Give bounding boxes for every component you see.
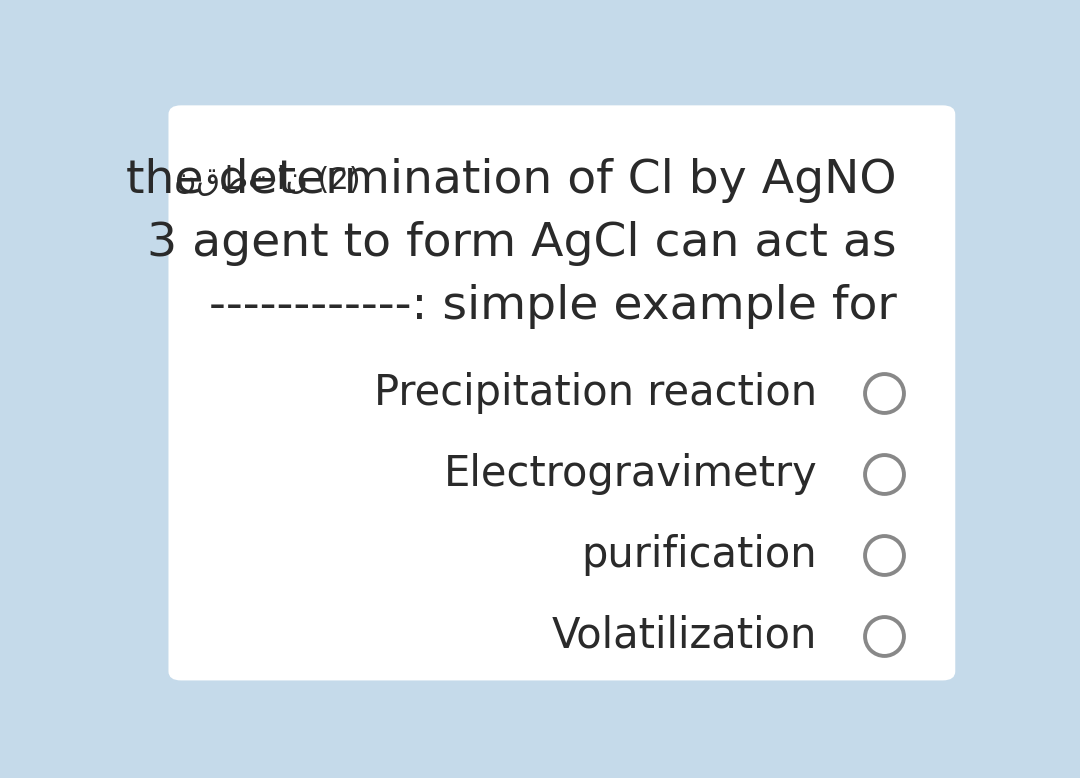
Text: Volatilization: Volatilization	[552, 615, 818, 657]
FancyBboxPatch shape	[168, 105, 956, 681]
Text: ------------: simple example for: ------------: simple example for	[208, 283, 896, 328]
Text: purification: purification	[581, 534, 818, 576]
Text: نقطتان (2): نقطتان (2)	[174, 165, 361, 196]
Text: the determination of Cl by AgNO: the determination of Cl by AgNO	[126, 158, 896, 203]
Text: Precipitation reaction: Precipitation reaction	[374, 372, 818, 414]
Text: Electrogravimetry: Electrogravimetry	[444, 453, 818, 495]
Text: 3 agent to form AgCl can act as: 3 agent to form AgCl can act as	[147, 221, 896, 265]
